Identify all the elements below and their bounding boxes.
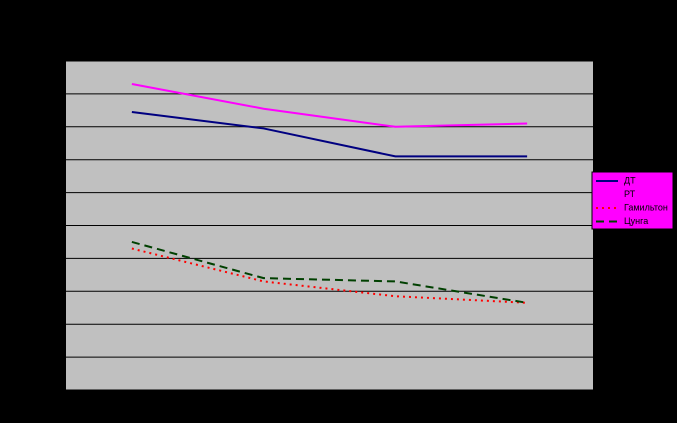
series-line: [131, 83, 528, 128]
series-line: [131, 240, 528, 304]
legend-label: Гамильтон: [624, 202, 668, 212]
legend-label: Цунга: [624, 216, 648, 226]
legend-label: ДТ: [624, 175, 636, 185]
legend-label: РТ: [624, 189, 636, 199]
series-line: [131, 111, 528, 158]
series-line: [131, 247, 528, 304]
